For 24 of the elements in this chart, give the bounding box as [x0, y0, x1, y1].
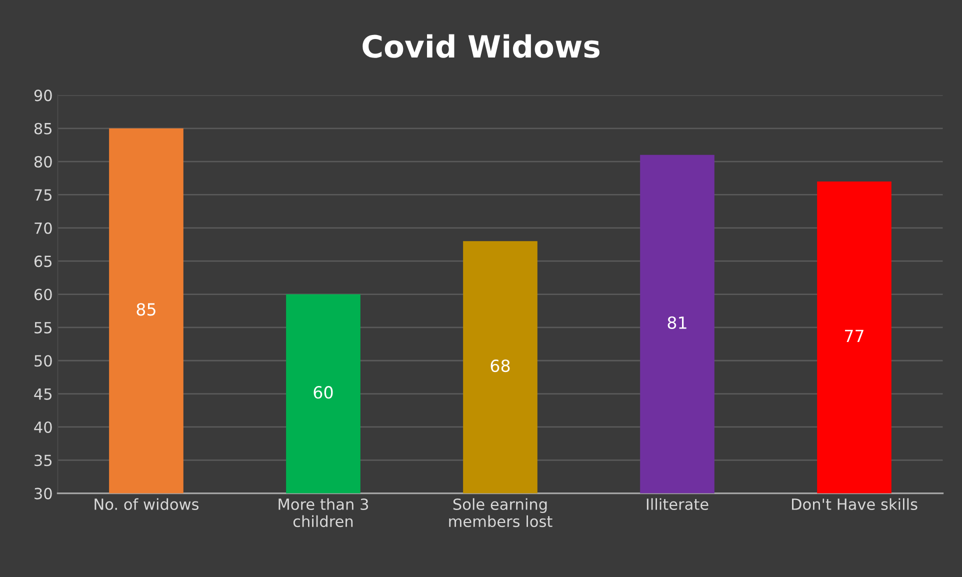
y-tick-label: 35: [34, 454, 52, 466]
data-label: 77: [845, 330, 864, 342]
data-label: 68: [490, 359, 510, 372]
y-tick-label: 60: [34, 288, 52, 300]
y-tick-label: 30: [34, 488, 52, 500]
data-label: 81: [668, 316, 686, 329]
x-tick-label: Illiterate: [646, 498, 708, 510]
x-tick-label: More than 3 children: [278, 498, 368, 528]
x-tick-label: Don't Have skills: [792, 498, 918, 510]
x-tick-label: Sole earning members lost: [449, 498, 552, 528]
x-tick-label: No. of widows: [94, 498, 198, 510]
y-tick-label: 80: [34, 156, 52, 168]
y-tick-label: 55: [34, 322, 52, 334]
y-tick-label: 70: [34, 222, 52, 234]
chart-title: Covid Widows: [362, 34, 600, 58]
y-tick-label: 75: [34, 189, 52, 201]
y-tick-label: 90: [34, 90, 52, 102]
y-tick-label: 40: [34, 421, 52, 433]
data-label: 85: [136, 303, 156, 316]
y-tick-label: 50: [34, 355, 52, 367]
y-tick-label: 85: [34, 122, 52, 134]
data-label: 60: [314, 386, 333, 399]
y-tick-label: 65: [34, 256, 52, 268]
y-tick-label: 45: [34, 388, 52, 400]
